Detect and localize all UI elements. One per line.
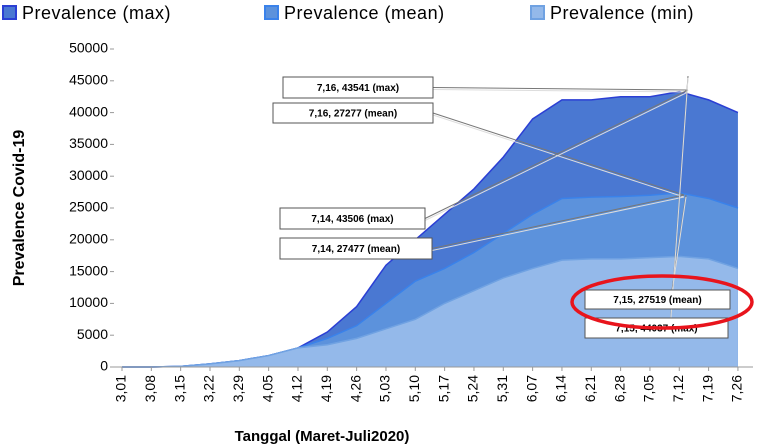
x-tick-label: 5,31	[494, 375, 510, 402]
y-tick-label: 30000	[69, 167, 108, 183]
highlight-ellipse	[570, 274, 754, 330]
x-tick-label: 7,12	[670, 375, 686, 402]
y-tick-label: 15000	[69, 262, 108, 278]
legend-swatch	[2, 5, 17, 20]
x-tick-label: 5,03	[377, 375, 393, 402]
leader-line	[432, 112, 685, 196]
y-tick-label: 35000	[69, 135, 108, 151]
y-tick-label: 50000	[69, 40, 108, 56]
y-tick-label: 10000	[69, 294, 108, 310]
annotation: 7,14, 27477 (mean)	[312, 244, 400, 255]
y-tick-label: 5000	[77, 326, 108, 342]
x-tick-label: 3,15	[171, 375, 187, 402]
leader-line	[670, 77, 689, 321]
leader-line	[432, 89, 689, 93]
y-tick-label: 45000	[69, 72, 108, 88]
annotation: 7,16, 43541 (max)	[317, 83, 399, 94]
legend-swatch	[530, 5, 545, 20]
y-tick-label: 25000	[69, 199, 108, 215]
x-tick-label: 3,22	[201, 375, 217, 402]
x-tick-label: 7,26	[729, 375, 745, 402]
area-line	[122, 255, 739, 368]
y-tick-label: 0	[100, 358, 108, 374]
x-tick-label: 3,01	[113, 375, 129, 402]
annotation: 7,16, 27277 (mean)	[309, 109, 397, 120]
y-tick-label: 40000	[69, 103, 108, 119]
legend-label: Prevalence (mean)	[284, 3, 445, 23]
x-tick-label: 7,05	[641, 375, 657, 402]
x-tick-label: 3,29	[230, 375, 246, 402]
x-tick-label: 5,24	[465, 375, 481, 402]
annotation-box	[279, 237, 433, 260]
leader-line	[424, 91, 689, 221]
x-tick-label: 3,08	[142, 375, 158, 402]
leader-line	[431, 196, 685, 251]
leader-line	[431, 194, 685, 249]
x-tick-label: 5,17	[435, 375, 451, 402]
legend-swatch	[264, 5, 279, 20]
x-tick-label: 4,19	[318, 375, 334, 402]
x-tick-label: 6,28	[611, 375, 627, 402]
annotation-box	[282, 76, 434, 99]
annotation-box	[584, 289, 731, 310]
annotation: 7,15, 27519 (mean)	[613, 295, 701, 306]
legend-label: Prevalence (max)	[22, 3, 171, 23]
y-tick-label: 20000	[69, 231, 108, 247]
leader-line	[432, 87, 689, 91]
annotation-box	[272, 102, 434, 124]
leader-line	[432, 114, 685, 198]
y-axis-title: Prevalence Covid-19	[11, 130, 28, 287]
annotation: 7,14, 43506 (max)	[311, 214, 393, 225]
leader-line	[424, 89, 689, 219]
x-axis-title: Tanggal (Maret-Juli2020)	[235, 428, 410, 445]
legend-label: Prevalence (min)	[550, 3, 694, 23]
x-tick-label: 4,05	[259, 375, 275, 402]
x-tick-label: 4,12	[289, 375, 305, 402]
x-tick-label: 6,07	[523, 375, 539, 402]
x-tick-label: 6,14	[553, 375, 569, 402]
x-tick-label: 7,19	[699, 375, 715, 402]
x-tick-label: 6,21	[582, 375, 598, 402]
x-tick-label: 5,10	[406, 375, 422, 402]
x-tick-label: 4,26	[347, 375, 363, 402]
annotation-box	[279, 207, 426, 230]
